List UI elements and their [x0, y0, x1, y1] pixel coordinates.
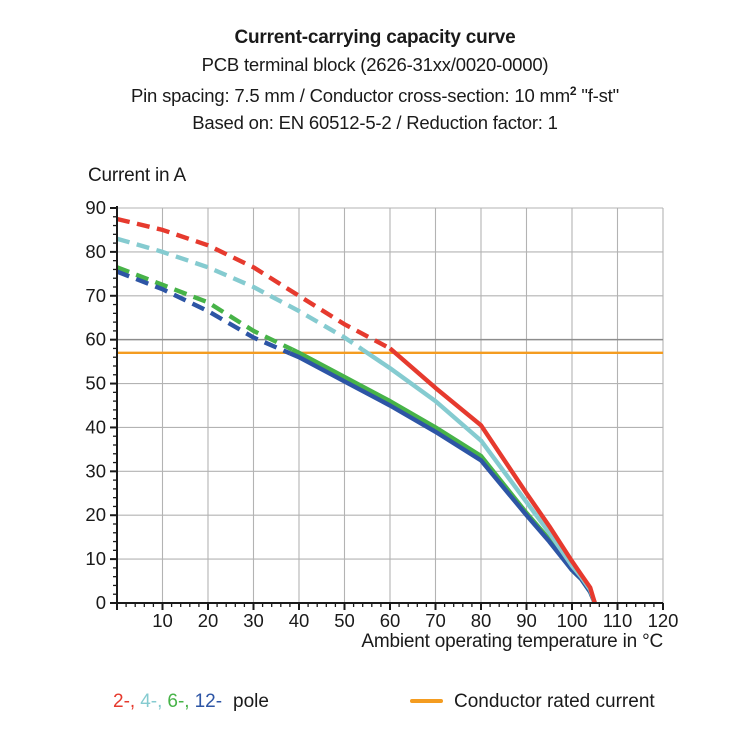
x-tick-label: 20 [198, 610, 219, 631]
x-tick-label: 50 [334, 610, 355, 631]
y-tick-label: 80 [85, 241, 106, 262]
pole-legend: 2-, 4-, 6-, 12- pole [113, 691, 269, 713]
rated-current-label: Conductor rated current [454, 691, 655, 712]
x-tick-label: 30 [243, 610, 264, 631]
pole-legend-word: pole [233, 691, 269, 712]
curve-2-pole-dashed [116, 216, 392, 351]
x-tick-label: 120 [648, 610, 679, 631]
curve-6-pole-solid [291, 347, 597, 604]
y-tick-label: 70 [85, 285, 106, 306]
pole-legend-item: 12- [194, 691, 223, 712]
pole-legend-item: 2-, [113, 691, 136, 712]
x-tick-label: 90 [516, 610, 537, 631]
pole-legend-item: 4-, [140, 691, 163, 712]
y-tick-label: 50 [85, 373, 106, 394]
curve-2-pole-solid [388, 346, 597, 604]
x-tick-label: 110 [603, 610, 633, 631]
chart-subtitle-specs: Pin spacing: 7.5 mm / Conductor cross-se… [131, 84, 619, 107]
y-tick-label: 40 [85, 416, 106, 437]
x-tick-label: 100 [557, 610, 588, 631]
chart-title: Current-carrying capacity curve [234, 27, 516, 48]
chart-subtitle-standard: Based on: EN 60512-5-2 / Reduction facto… [192, 112, 558, 134]
curve-4-pole-solid [361, 347, 597, 604]
y-axis-title: Current in A [88, 165, 186, 186]
x-tick-label: 70 [425, 610, 446, 631]
curve-4-pole-dashed [116, 236, 364, 352]
y-tick-label: 60 [85, 329, 106, 350]
y-tick-label: 30 [85, 460, 106, 481]
x-tick-label: 40 [289, 610, 310, 631]
x-axis-title: Ambient operating temperature in °C [361, 631, 663, 652]
pole-legend-item: 6-, [167, 691, 190, 712]
rated-current-legend: Conductor rated current [410, 691, 655, 713]
y-tick-label: 90 [85, 197, 106, 218]
curve-12-pole-dashed [116, 269, 291, 356]
x-tick-label: 60 [380, 610, 401, 631]
x-tick-label: 10 [152, 610, 173, 631]
curve-6-pole-dashed [116, 265, 294, 352]
x-tick-label: 80 [471, 610, 492, 631]
chart-subtitle-product: PCB terminal block (2626-31xx/0020-0000) [201, 54, 549, 75]
y-tick-label: 0 [96, 592, 106, 613]
y-tick-label: 10 [85, 548, 106, 569]
y-tick-label: 20 [85, 504, 106, 525]
chart-title-block: Current-carrying capacity curve PCB term… [0, 24, 750, 136]
rated-current-swatch [410, 699, 443, 703]
